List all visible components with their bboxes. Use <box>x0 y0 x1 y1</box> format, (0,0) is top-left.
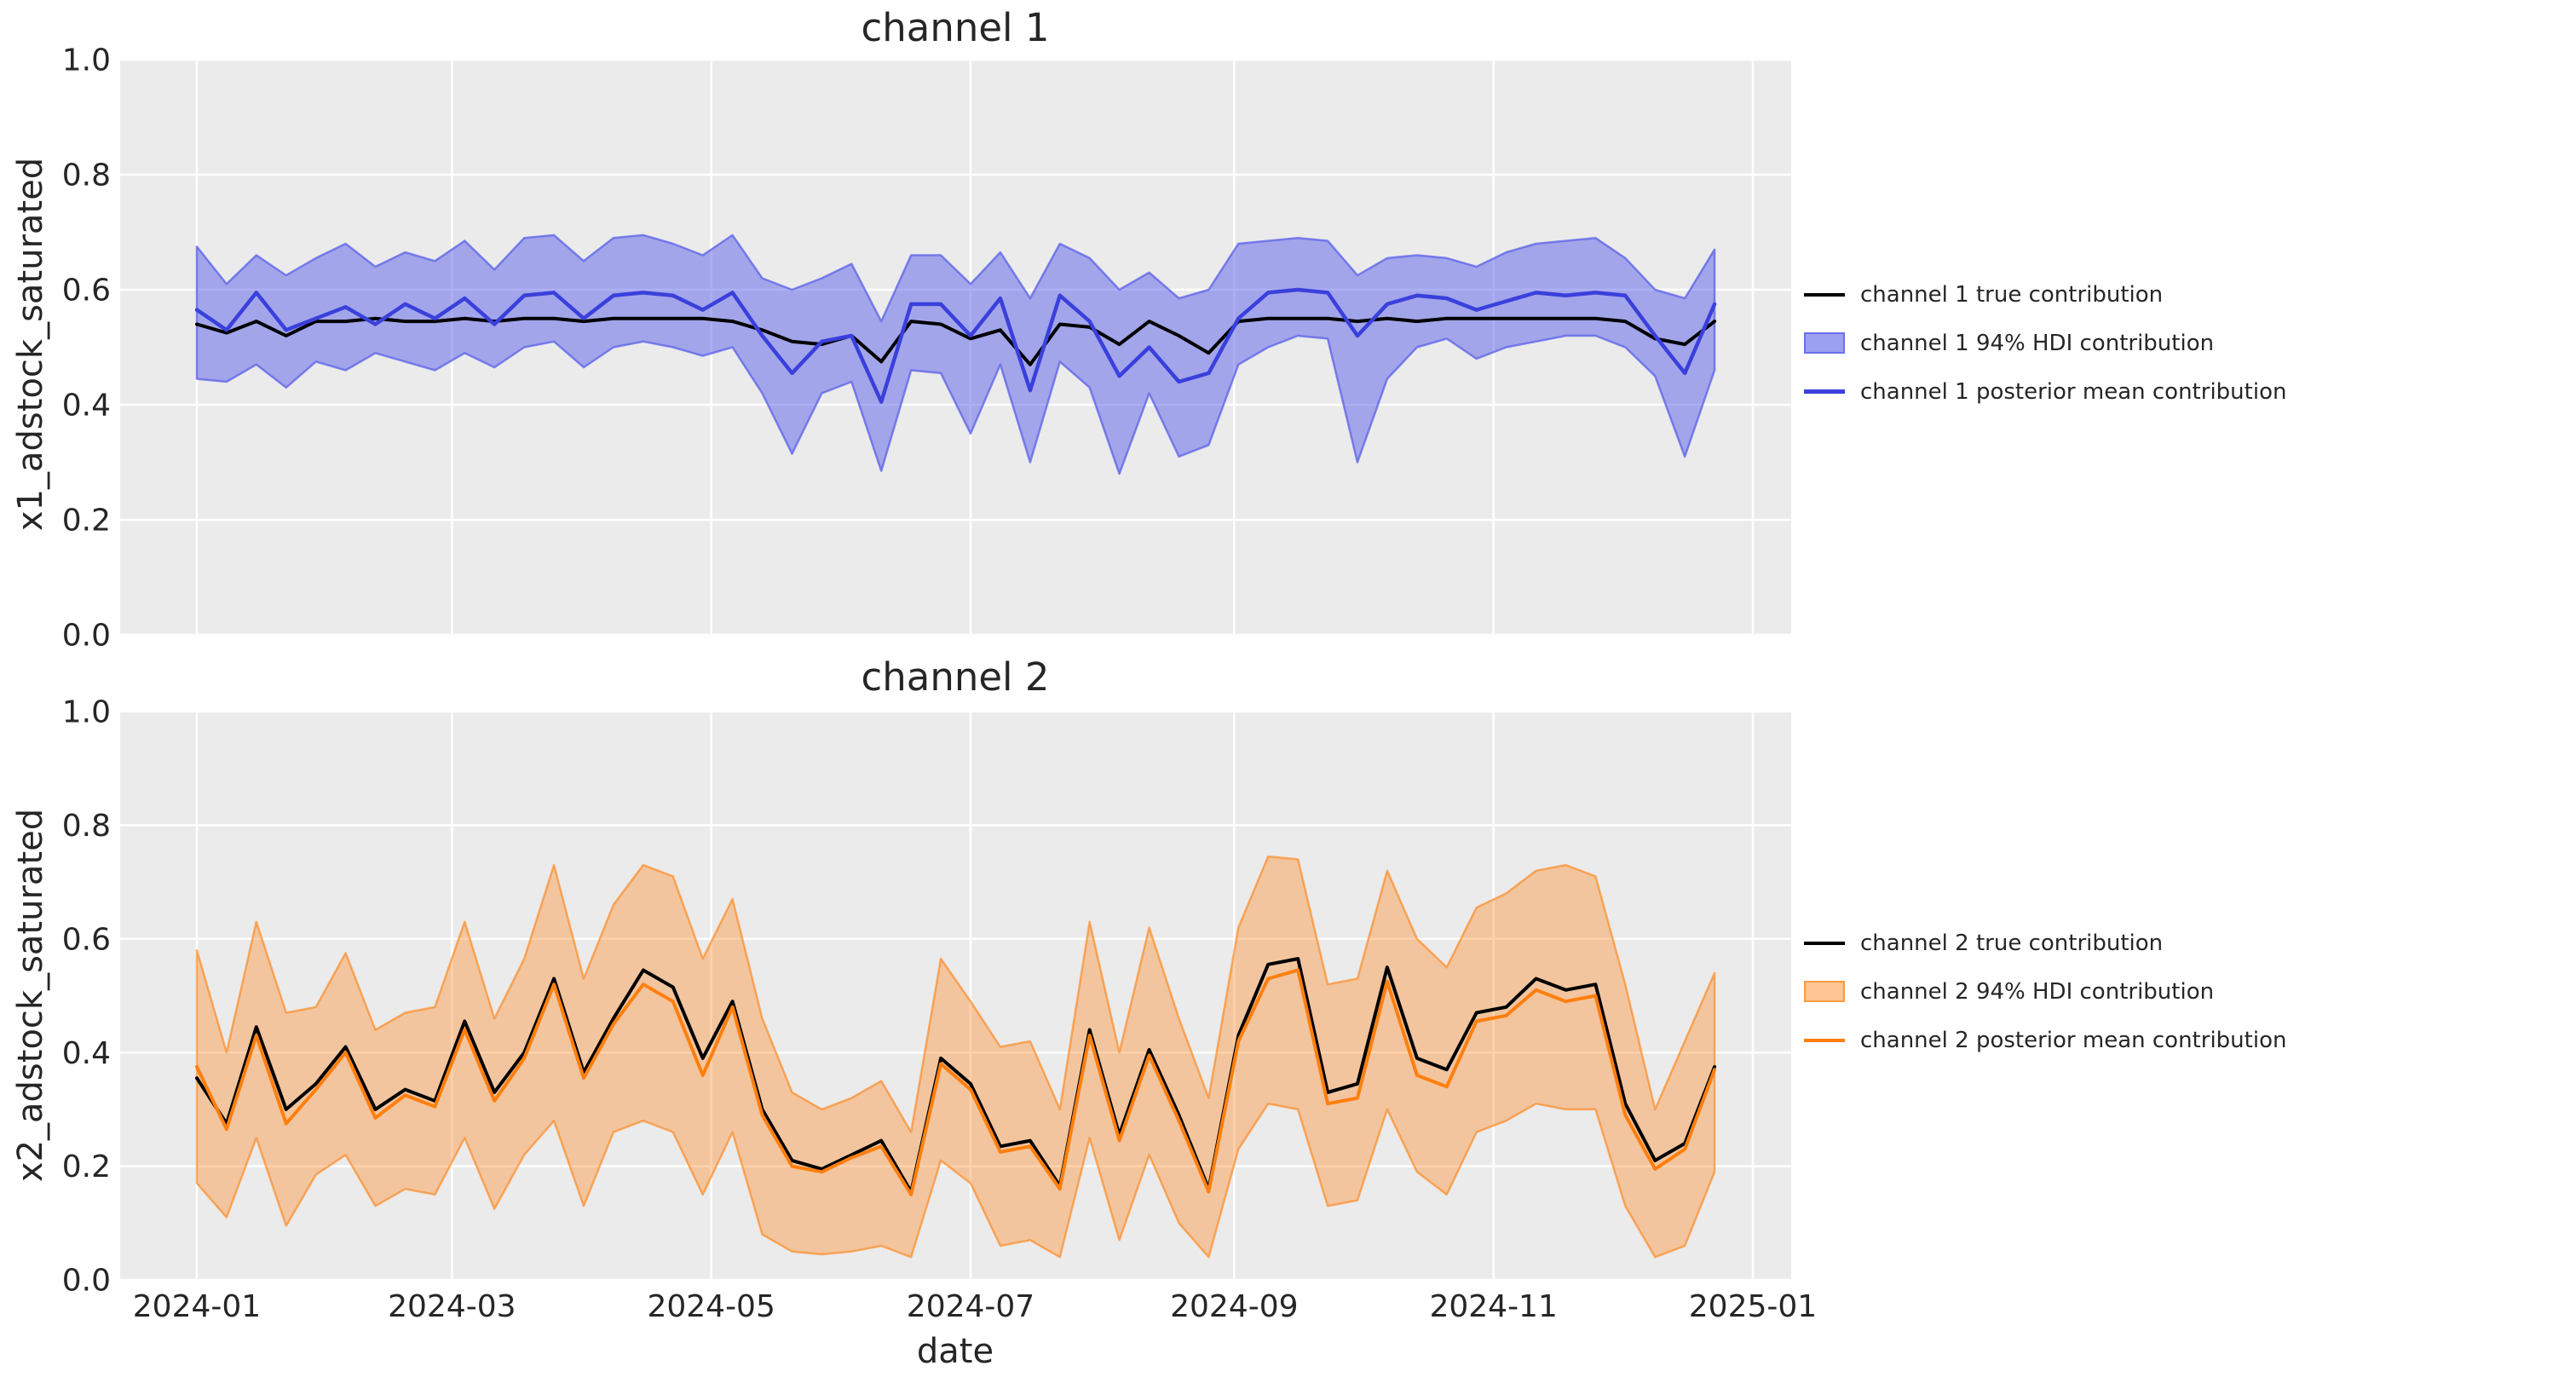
hdi-band <box>195 855 1716 1259</box>
true-line-swatch <box>1804 941 1845 945</box>
y-tick-label: 0.6 <box>62 922 111 957</box>
y-tick-label: 0.4 <box>62 389 111 424</box>
chart2-y-axis-label: x2_adstock_saturated <box>11 808 50 1183</box>
hdi-band <box>195 233 1716 475</box>
y-tick-label: 0.0 <box>62 1264 111 1299</box>
y-tick-label: 0.0 <box>62 619 111 654</box>
y-tick-label: 0.4 <box>62 1036 111 1071</box>
legend-item-true: channel 1 true contribution <box>1804 270 2286 319</box>
legend-label: channel 1 posterior mean contribution <box>1860 378 2287 405</box>
posterior-mean-line <box>194 287 1717 404</box>
y-tick-label: 0.6 <box>62 274 111 308</box>
hdi-band-swatch <box>1804 981 1845 1002</box>
x-tick-label: 2024-07 <box>907 1289 1034 1324</box>
x-tick-label: 2024-03 <box>388 1289 516 1324</box>
chart2-plot-area: 1.0 0.8 0.6 0.4 0.2 0.0 2024-01 2024-03 2024-05 2… <box>62 695 1817 1324</box>
legend-label: channel 2 true contribution <box>1860 930 2164 956</box>
y-tick-label: 0.8 <box>62 158 111 193</box>
legend-item-hdi: channel 2 94% HDI contribution <box>1804 967 2286 1016</box>
posterior-mean-line-swatch <box>1804 1038 1845 1042</box>
legend-item-mean: channel 1 posterior mean contribution <box>1804 367 2286 416</box>
y-tick-label: 1.0 <box>62 43 111 78</box>
x-tick-label: 2024-09 <box>1170 1289 1298 1324</box>
chart1-legend: channel 1 true contribution channel 1 94… <box>1804 270 2286 416</box>
legend-label: channel 1 true contribution <box>1860 281 2164 308</box>
true-contribution-line <box>195 316 1717 366</box>
legend-label: channel 1 94% HDI contribution <box>1860 330 2215 356</box>
chart2-legend: channel 2 true contribution channel 2 94… <box>1804 919 2286 1064</box>
posterior-mean-line-swatch <box>1804 389 1845 394</box>
posterior-mean-line <box>195 968 1717 1196</box>
true-line-swatch <box>1804 292 1845 297</box>
y-tick-label: 1.0 <box>62 695 111 730</box>
x-tick-label: 2024-05 <box>647 1289 775 1324</box>
chart2-title: channel 2 <box>861 654 1050 700</box>
legend-item-hdi: channel 1 94% HDI contribution <box>1804 319 2286 367</box>
y-tick-label: 0.2 <box>62 1150 111 1184</box>
true-contribution-line <box>195 957 1717 1194</box>
x-tick-label: 2024-01 <box>133 1289 261 1324</box>
chart1-plot-area: 1.0 0.8 0.6 0.4 0.2 0.0 <box>62 43 1791 654</box>
y-tick-label: 0.8 <box>62 809 111 844</box>
legend-label: channel 2 posterior mean contribution <box>1860 1027 2287 1053</box>
x-tick-label: 2025-01 <box>1689 1289 1817 1324</box>
plot-background <box>120 712 1791 1280</box>
y-tick-label: 0.2 <box>62 504 111 539</box>
legend-label: channel 2 94% HDI contribution <box>1860 978 2215 1005</box>
chart1-y-axis-label: x1_adstock_saturated <box>11 157 50 532</box>
chart1-title: channel 1 <box>861 5 1050 50</box>
legend-item-true: channel 2 true contribution <box>1804 919 2286 967</box>
x-axis-label: date <box>916 1332 994 1371</box>
legend-item-mean: channel 2 posterior mean contribution <box>1804 1016 2286 1064</box>
x-tick-label: 2024-11 <box>1429 1289 1557 1324</box>
hdi-band-swatch <box>1804 332 1845 354</box>
